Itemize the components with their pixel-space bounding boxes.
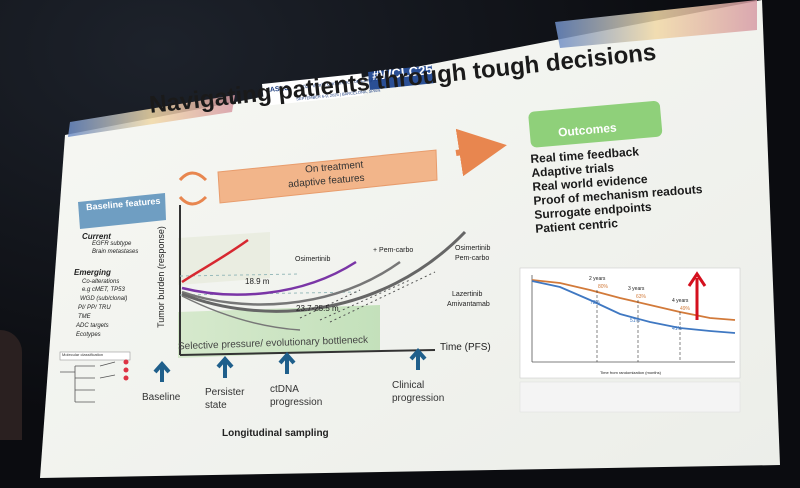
- emerging-item: Co-alterations: [82, 279, 120, 285]
- chart-x-axis: [179, 349, 436, 356]
- baseline-features-box: [78, 193, 166, 229]
- emerging-item: e.g cMET, TP53: [82, 287, 125, 293]
- baseline-arrow-icon: [153, 360, 171, 382]
- orange-arrow-icon: [455, 128, 507, 177]
- red-up-arrow-icon: [687, 271, 707, 320]
- km-pct-upper: 63%: [636, 294, 647, 300]
- lazertinib-label: Lazertinib: [452, 291, 483, 298]
- amivantamab-label: Amivantamab: [447, 301, 490, 308]
- pem-carbo-label: + Pem-carbo: [373, 247, 414, 254]
- km-label-4-years: 4 years: [672, 298, 689, 304]
- gray-curve-2: [181, 230, 467, 313]
- hashtag-box: [368, 65, 434, 90]
- km-pct-lower: 41%: [672, 326, 683, 332]
- timeline-ctdna-label: ctDNA: [270, 384, 299, 395]
- timeline-persister-label: Persister: [205, 387, 245, 398]
- molecular-tree-diagram: [59, 351, 131, 403]
- response-chart: [178, 205, 467, 358]
- osimertinib-label: Osimertinib: [295, 256, 331, 263]
- timeline-clinical-label: Clinical: [392, 380, 425, 391]
- km-label-3-years: 3 years: [628, 286, 645, 292]
- osi-pem-label-1: Osimertinib: [455, 245, 491, 252]
- longitudinal-sampling-label: Longitudinal sampling: [222, 428, 329, 439]
- cycle-arrows-icon: [178, 171, 208, 182]
- emerging-item: Ecotypes: [76, 332, 101, 338]
- chart-y-axis-label: Tumor burden (response): [155, 226, 166, 328]
- emerging-item: PI/ PP/ TRU: [78, 305, 111, 311]
- audience-member-silhouette: [0, 330, 22, 440]
- ctdna-arrow-icon: [278, 351, 296, 374]
- on-treatment-box: [217, 149, 438, 204]
- purple-curve: [181, 260, 357, 296]
- current-item: Brain metastases: [92, 249, 139, 255]
- header-banner-right: [555, 0, 757, 48]
- emerging-item: WGD (sub/clonal): [80, 296, 128, 302]
- km-pct-lower: 72%: [590, 300, 601, 306]
- persister-arrow-icon: [216, 355, 234, 378]
- clinical-arrow-icon: [409, 347, 427, 370]
- header-banner-left: [68, 95, 235, 137]
- time-label-2: 23.7-25.5 m: [296, 304, 339, 313]
- red-curve: [181, 238, 249, 284]
- conference-logo-box: [262, 73, 364, 106]
- emerging-item: TME: [78, 314, 91, 320]
- time-label-1: 18.9 m: [245, 277, 270, 286]
- timeline-arrows: [153, 347, 427, 382]
- km-survival-chart: [519, 267, 741, 413]
- km-lower-curve: [531, 280, 736, 334]
- chart-x-axis-label: Time (PFS): [440, 342, 491, 353]
- gray-curve-1: [181, 260, 401, 306]
- osi-pem-label-2: Pem-carbo: [455, 255, 490, 262]
- emerging-heading: Emerging: [74, 268, 111, 277]
- timeline-ctdna-label-2: progression: [270, 397, 323, 408]
- km-label-2-years: 2 years: [589, 276, 606, 282]
- timeline-clinical-label-2: progression: [392, 393, 445, 404]
- km-pct-lower: 51%: [630, 318, 641, 324]
- km-upper-curve: [531, 279, 736, 321]
- km-pct-upper: 80%: [598, 284, 609, 290]
- current-heading: Current: [82, 232, 111, 241]
- current-item: EGFR subtype: [92, 241, 132, 247]
- emerging-item: ADC targets: [76, 323, 109, 329]
- km-pct-upper: 49%: [680, 306, 691, 312]
- outcomes-box: [528, 100, 663, 148]
- outcomes-list: Real time feedback Adaptive trials Real …: [530, 140, 705, 235]
- timeline-persister-label-2: state: [205, 400, 227, 411]
- timeline-baseline-label: Baseline: [142, 392, 181, 403]
- mini-tree-title: Molecular classification: [62, 352, 104, 357]
- bottleneck-zone: [178, 305, 380, 358]
- km-x-axis-title: Time from randomization (months): [600, 370, 661, 375]
